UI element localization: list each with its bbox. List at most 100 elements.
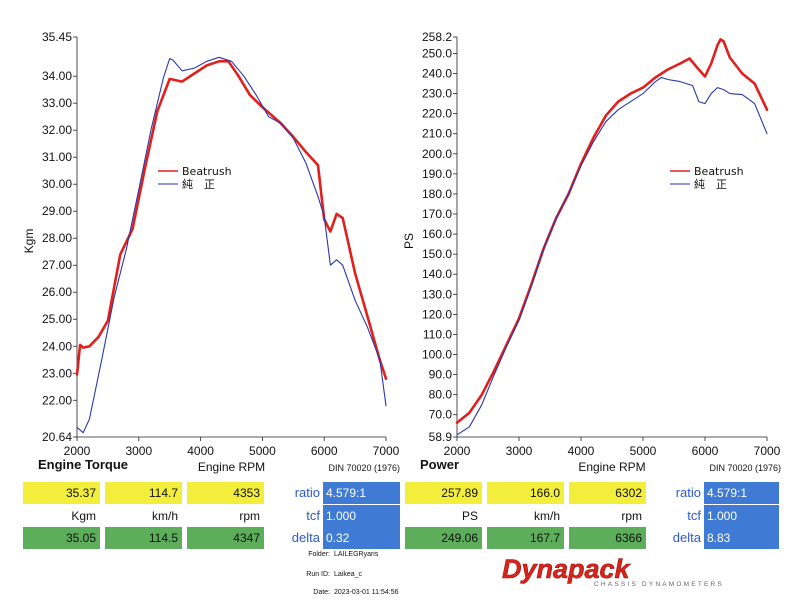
power-xtick-label: 3000	[506, 444, 533, 458]
torque-unit-kgm: Kgm	[71, 509, 96, 523]
run-id-label: Run ID:	[306, 571, 330, 578]
torque-din-note: DIN 70020 (1976)	[328, 463, 400, 473]
torque-ytick-label: 20.64	[42, 430, 72, 444]
power-stock-speed: 167.7	[487, 527, 564, 549]
torque-xtick-label: 5000	[249, 444, 276, 458]
torque-xtick-label: 2000	[64, 444, 91, 458]
torque-param-delta-value: 0.32	[323, 527, 400, 549]
torque-ytick-label: 26.00	[42, 285, 72, 299]
torque-ytick-label: 22.00	[42, 393, 72, 407]
power-ytick-label: 80.0	[429, 388, 453, 402]
torque-xtick-label: 3000	[125, 444, 152, 458]
power-legend-label-stock: 純 正	[694, 178, 727, 191]
date-value: 2023-03-01 11:54:56	[334, 589, 399, 596]
power-din-note: DIN 70020 (1976)	[709, 463, 781, 473]
power-param-tcf-value: 1.000	[704, 505, 779, 527]
torque-beatrush-speed: 114.7	[105, 482, 182, 504]
power-param-ratio-value: 4.579:1	[704, 482, 779, 504]
torque-legend-label-stock: 純 正	[182, 178, 215, 191]
power-ytick-label: 250.0	[422, 46, 452, 60]
torque-param-ratio-value: 4.579:1	[323, 482, 400, 504]
power-beatrush-value: 257.89	[405, 482, 482, 504]
power-beatrush-speed: 166.0	[487, 482, 564, 504]
power-xtick-label: 6000	[692, 444, 719, 458]
torque-title: Engine Torque	[38, 457, 128, 472]
torque-unit-kmh: km/h	[151, 509, 178, 523]
power-unit-rpm: rpm	[621, 509, 642, 523]
power-ylabel: PS	[402, 233, 416, 249]
torque-param-tcf-label: tcf	[306, 508, 320, 523]
torque-chart: 35.45 34.00 33.00 32.00 31.00 30.00 29.00 28.00…	[22, 30, 400, 474]
power-ytick-label: 90.0	[429, 368, 453, 382]
dynapack-logo: Dynapack CHASSIS DYNAMOMETERS	[502, 556, 724, 588]
power-ytick-label: 170.0	[422, 207, 452, 221]
power-param-delta-label: delta	[672, 530, 701, 545]
torque-beatrush-rpm: 4353	[187, 482, 264, 504]
folder-label: Folder:	[308, 551, 330, 558]
power-title: Power	[420, 457, 459, 472]
torque-stock-speed: 114.5	[105, 527, 182, 549]
power-ytick-label: 180.0	[422, 187, 452, 201]
torque-param-tcf-value: 1.000	[323, 505, 400, 527]
power-stock-rpm: 6366	[569, 527, 646, 549]
power-beatrush-rpm: 6302	[569, 482, 646, 504]
power-ytick-label: 230.0	[422, 87, 452, 101]
torque-ytick-label: 27.00	[42, 258, 72, 272]
power-ytick-label: 190.0	[422, 167, 452, 181]
power-ytick-label: 220.0	[422, 107, 452, 121]
torque-ylabel: Kgm	[22, 229, 36, 254]
torque-xtick-label: 4000	[187, 444, 214, 458]
power-unit-ps: PS	[461, 509, 478, 523]
logo-tagline: CHASSIS DYNAMOMETERS	[594, 581, 724, 588]
torque-xlabel: Engine RPM	[198, 460, 265, 474]
power-series-beatrush-line	[455, 38, 769, 425]
torque-xtick-label: 7000	[373, 444, 400, 458]
power-chart: 258.2 250.0 240.0 230.0 220.0 210.0 200.0 190.0…	[402, 30, 781, 474]
power-ytick-label: 100.0	[422, 348, 452, 362]
date-label: Date:	[313, 589, 330, 596]
power-ytick-label: 200.0	[422, 147, 452, 161]
power-ytick-label: 140.0	[422, 267, 452, 281]
torque-param-delta-label: delta	[291, 530, 320, 545]
power-legend-label-beatrush: Beatrush	[694, 165, 744, 178]
torque-series-beatrush-line	[75, 60, 388, 380]
power-xtick-label: 4000	[568, 444, 595, 458]
power-stock-value: 249.06	[405, 527, 482, 549]
run-id-value: Laikea_c	[334, 571, 363, 578]
power-xtick-label: 2000	[444, 444, 471, 458]
torque-ytick-label: 28.00	[42, 231, 72, 245]
torque-ytick-label: 34.00	[42, 69, 72, 83]
torque-ytick-label: 25.00	[42, 312, 72, 326]
power-param-ratio-label: ratio	[675, 485, 701, 500]
power-xlabel: Engine RPM	[578, 460, 645, 474]
power-ytick-label: 150.0	[422, 247, 452, 261]
torque-param-ratio-label: ratio	[294, 485, 320, 500]
torque-ytick-label: 31.00	[42, 150, 72, 164]
torque-ytick-label: 24.00	[42, 339, 72, 353]
torque-unit-rpm: rpm	[239, 509, 260, 523]
power-ytick-label: 240.0	[422, 67, 452, 81]
power-ytick-label: 160.0	[422, 227, 452, 241]
torque-ytick-label: 33.00	[42, 96, 72, 110]
power-ytick-label: 130.0	[422, 287, 452, 301]
power-series-stock-line	[456, 76, 768, 436]
torque-xtick-label: 6000	[311, 444, 338, 458]
torque-ytick-label: 35.45	[42, 30, 72, 44]
torque-ytick-label: 30.00	[42, 177, 72, 191]
torque-ytick-label: 29.00	[42, 204, 72, 218]
power-ytick-label: 210.0	[422, 127, 452, 141]
power-ytick-label: 258.2	[422, 30, 452, 44]
power-ytick-label: 58.9	[429, 430, 453, 444]
power-xtick-label: 5000	[630, 444, 657, 458]
torque-stock-value: 35.05	[23, 527, 100, 549]
power-xtick-label: 7000	[754, 444, 781, 458]
folder-value: LAILEGRyaris	[334, 551, 379, 558]
logo-text: Dynapack	[502, 556, 632, 584]
power-ytick-label: 120.0	[422, 307, 452, 321]
power-ytick-label: 70.0	[429, 408, 453, 422]
torque-ytick-label: 23.00	[42, 366, 72, 380]
power-param-tcf-label: tcf	[687, 508, 701, 523]
power-unit-kmh: km/h	[533, 509, 560, 523]
torque-ytick-label: 32.00	[42, 123, 72, 137]
